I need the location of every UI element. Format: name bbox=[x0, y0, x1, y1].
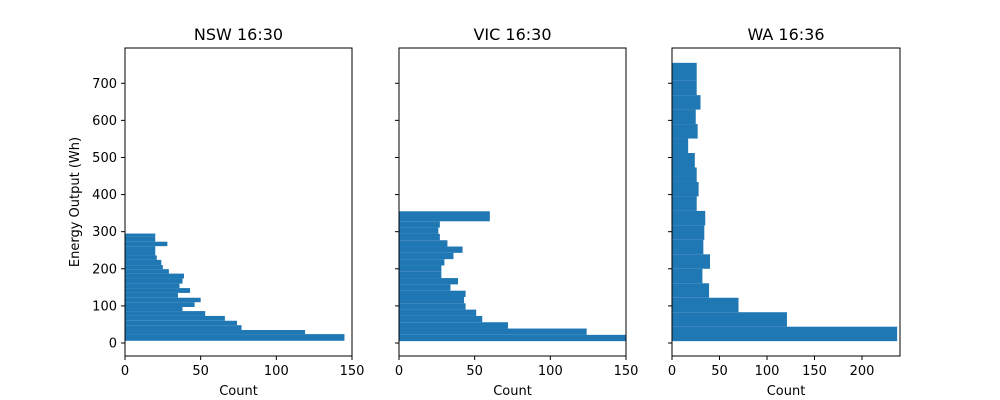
histogram-bar bbox=[672, 239, 704, 255]
histogram-bar bbox=[672, 109, 696, 125]
x-axis-label: Count bbox=[493, 384, 532, 399]
axes-frame bbox=[124, 47, 353, 357]
x-tick-label: 50 bbox=[192, 364, 209, 379]
y-tick-label: 0 bbox=[109, 337, 117, 352]
histogram-bar bbox=[399, 309, 477, 316]
x-axis-label: Count bbox=[219, 384, 258, 399]
histogram-bar bbox=[399, 296, 465, 304]
chart-title: NSW 16:30 bbox=[194, 25, 283, 44]
y-tick-label: 500 bbox=[92, 151, 117, 166]
histogram-bar bbox=[125, 334, 345, 341]
histogram-bar bbox=[399, 278, 459, 285]
histogram-bar bbox=[399, 271, 442, 279]
y-axis-label: Energy Output (Wh) bbox=[68, 137, 83, 267]
y-tick-label: 700 bbox=[92, 77, 117, 92]
histogram-bar bbox=[399, 252, 454, 260]
histogram-bar bbox=[125, 283, 180, 289]
histogram-bar bbox=[399, 259, 445, 266]
x-axis-label: Count bbox=[767, 384, 806, 399]
axes-frame bbox=[398, 47, 627, 357]
chart-title: WA 16:36 bbox=[747, 25, 824, 44]
chart-panel-3: 0 50 100 150 200 WA 16:36 Count bbox=[668, 25, 901, 399]
histogram-bar bbox=[672, 80, 697, 96]
histogram-bar bbox=[672, 196, 697, 211]
histogram-bar bbox=[399, 328, 587, 335]
chart-panel-2: 0 50 100 150 VIC 16:30 Count bbox=[395, 25, 639, 399]
histogram-bar bbox=[399, 303, 466, 310]
histogram-bar bbox=[672, 210, 706, 226]
y-tick-label: 300 bbox=[92, 225, 117, 240]
x-tick-label: 150 bbox=[340, 364, 365, 379]
x-tick-label: 200 bbox=[850, 364, 875, 379]
histogram-bar bbox=[399, 211, 490, 222]
histogram-bar bbox=[672, 62, 697, 81]
histogram-bar bbox=[399, 334, 626, 342]
chart-panel-1: 0 50 100 150 0 100 200 300 400 500 600 700 NSW 16:30… bbox=[68, 25, 364, 399]
x-tick-label: 50 bbox=[711, 364, 728, 379]
x-tick-label: 100 bbox=[264, 364, 289, 379]
histogram-bar bbox=[672, 268, 703, 284]
axes-frame bbox=[671, 47, 901, 357]
histogram-bar bbox=[125, 278, 183, 284]
x-tick-label: 100 bbox=[538, 364, 563, 379]
histogram-bar bbox=[399, 233, 440, 241]
y-tick-label: 600 bbox=[92, 114, 117, 129]
histogram-bar bbox=[672, 297, 739, 313]
x-tick-label: 100 bbox=[755, 364, 780, 379]
histogram-bar bbox=[125, 330, 306, 335]
histogram-bar bbox=[125, 241, 168, 247]
histogram-bar bbox=[125, 292, 178, 298]
histogram-bar bbox=[125, 233, 156, 237]
histogram-bar bbox=[125, 325, 242, 331]
histogram-bar bbox=[125, 311, 206, 316]
y-tick-label: 200 bbox=[92, 262, 117, 277]
histogram-bar bbox=[125, 255, 157, 260]
histogram-bar bbox=[399, 240, 448, 247]
histogram-bar bbox=[399, 246, 463, 253]
histogram-bar bbox=[672, 124, 698, 139]
histogram-bar bbox=[125, 236, 156, 242]
x-tick-label: 0 bbox=[668, 364, 676, 379]
histogram-bar bbox=[125, 269, 169, 274]
histogram-bar bbox=[672, 312, 787, 327]
x-tick-label: 0 bbox=[395, 364, 403, 379]
histogram-bar bbox=[399, 265, 442, 272]
histogram-bar bbox=[125, 273, 185, 279]
histogram-bar bbox=[125, 302, 195, 308]
histogram-bar bbox=[672, 326, 898, 342]
histogram-bar bbox=[125, 288, 191, 293]
histogram-bar bbox=[672, 167, 697, 182]
histogram-bar bbox=[399, 290, 466, 297]
histogram-bar bbox=[125, 246, 156, 251]
histogram-bar bbox=[399, 221, 440, 228]
histogram-bar bbox=[125, 320, 237, 326]
x-tick-label: 150 bbox=[614, 364, 639, 379]
histogram-bar bbox=[672, 225, 705, 240]
histogram-bar bbox=[672, 254, 710, 269]
y-tick-label: 400 bbox=[92, 188, 117, 203]
y-tick-label: 100 bbox=[92, 299, 117, 314]
x-tick-label: 150 bbox=[802, 364, 827, 379]
histogram-bar bbox=[125, 315, 225, 321]
histogram-bar bbox=[672, 283, 710, 298]
histogram-bar bbox=[399, 315, 483, 323]
histogram-bar bbox=[672, 138, 689, 154]
chart-title: VIC 16:30 bbox=[473, 25, 551, 44]
histogram-bar bbox=[125, 250, 156, 256]
histogram-bar bbox=[125, 259, 162, 266]
histogram-bar bbox=[672, 181, 699, 197]
histogram-bar bbox=[399, 322, 508, 329]
histogram-bar bbox=[125, 265, 163, 270]
histogram-bar bbox=[672, 153, 695, 168]
x-tick-label: 50 bbox=[466, 364, 483, 379]
x-tick-label: 0 bbox=[121, 364, 129, 379]
histogram-bar bbox=[125, 297, 201, 303]
histogram-bar bbox=[399, 284, 451, 291]
histogram-bar bbox=[672, 95, 701, 110]
histogram-bar bbox=[125, 307, 183, 312]
histogram-bar bbox=[399, 227, 439, 234]
